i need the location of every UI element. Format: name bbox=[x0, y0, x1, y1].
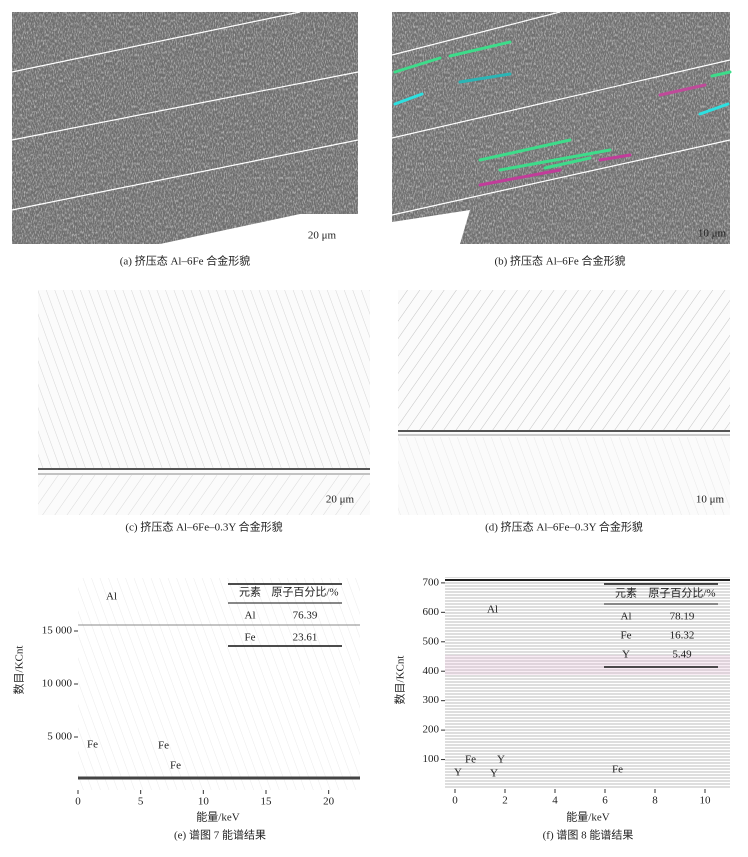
peak-label: Fe bbox=[465, 754, 476, 766]
table-cell: 5.49 bbox=[672, 649, 692, 661]
caption: (d) 挤压态 Al–6Fe–0.3Y 合金形貌 bbox=[485, 520, 643, 534]
peak-label: Y bbox=[490, 768, 498, 780]
x-tick-label: 10 bbox=[198, 796, 210, 808]
table-cell: Y bbox=[622, 649, 630, 661]
x-tick-label: 4 bbox=[552, 795, 558, 807]
table-cell: Al bbox=[621, 611, 632, 623]
scale-bar-label: 10 μm bbox=[698, 228, 727, 240]
scale-bar-label: 10 μm bbox=[696, 494, 725, 506]
micrograph-a bbox=[11, 11, 359, 244]
table-header: 原子百分比/% bbox=[271, 586, 338, 599]
table-header: 原子百分比/% bbox=[648, 587, 715, 600]
spectrum-f-texture bbox=[445, 577, 730, 789]
peak-label: Fe bbox=[612, 764, 623, 776]
table-cell: 23.61 bbox=[293, 632, 318, 644]
y-tick-label: 400 bbox=[423, 665, 440, 677]
x-tick-label: 20 bbox=[323, 796, 335, 808]
y-tick-label: 5 000 bbox=[47, 731, 72, 743]
x-tick-label: 0 bbox=[452, 795, 458, 807]
x-axis-label: 能量/keV bbox=[196, 810, 239, 824]
scale-bar-label: 20 μm bbox=[308, 230, 337, 242]
x-tick-label: 0 bbox=[75, 796, 81, 808]
x-tick-label: 10 bbox=[700, 795, 712, 807]
x-axis-label: 能量/keV bbox=[566, 810, 609, 824]
y-tick-label: 300 bbox=[423, 694, 440, 706]
micrograph-b bbox=[391, 11, 732, 244]
peak-label: Fe bbox=[170, 760, 181, 772]
peak-label: Y bbox=[454, 767, 462, 779]
y-axis-label: 数目/KCnt bbox=[394, 656, 407, 705]
caption: (e) 谱图 7 能谱结果 bbox=[174, 828, 266, 842]
x-tick-label: 8 bbox=[652, 795, 658, 807]
caption: (f) 谱图 8 能谱结果 bbox=[543, 828, 634, 842]
x-tick-label: 6 bbox=[602, 795, 608, 807]
y-tick-label: 700 bbox=[423, 576, 440, 588]
micrograph-d bbox=[398, 290, 730, 515]
micrograph-c bbox=[38, 290, 370, 515]
peak-label: Al bbox=[106, 591, 117, 603]
peak-label: Fe bbox=[87, 739, 98, 751]
spectrum-e-texture bbox=[78, 578, 360, 790]
table-header: 元素 bbox=[239, 586, 261, 599]
y-tick-label: 600 bbox=[423, 606, 440, 618]
peak-label: Y bbox=[497, 754, 505, 766]
scale-bar-label: 20 μm bbox=[326, 494, 355, 506]
x-tick-label: 15 bbox=[261, 796, 273, 808]
peak-label: Fe bbox=[158, 740, 169, 752]
x-tick-label: 5 bbox=[138, 796, 144, 808]
table-cell: 76.39 bbox=[293, 610, 318, 622]
table-cell: Al bbox=[245, 610, 256, 622]
y-tick-label: 10 000 bbox=[42, 678, 73, 690]
peak-label: Al bbox=[487, 604, 498, 616]
y-tick-label: 100 bbox=[423, 753, 440, 765]
x-tick-label: 2 bbox=[502, 795, 508, 807]
table-header: 元素 bbox=[615, 587, 637, 600]
table-cell: 78.19 bbox=[670, 611, 695, 623]
caption: (b) 挤压态 Al–6Fe 合金形貌 bbox=[494, 254, 625, 268]
y-axis-label: 数目/KCnt bbox=[13, 646, 26, 695]
caption: (c) 挤压态 Al–6Fe–0.3Y 合金形貌 bbox=[125, 520, 282, 534]
table-cell: Fe bbox=[621, 630, 632, 642]
y-tick-label: 500 bbox=[423, 635, 440, 647]
y-tick-label: 200 bbox=[423, 724, 440, 736]
y-tick-label: 15 000 bbox=[42, 625, 73, 637]
table-cell: Fe bbox=[245, 632, 256, 644]
table-cell: 16.32 bbox=[670, 630, 695, 642]
caption: (a) 挤压态 Al–6Fe 合金形貌 bbox=[120, 254, 250, 268]
